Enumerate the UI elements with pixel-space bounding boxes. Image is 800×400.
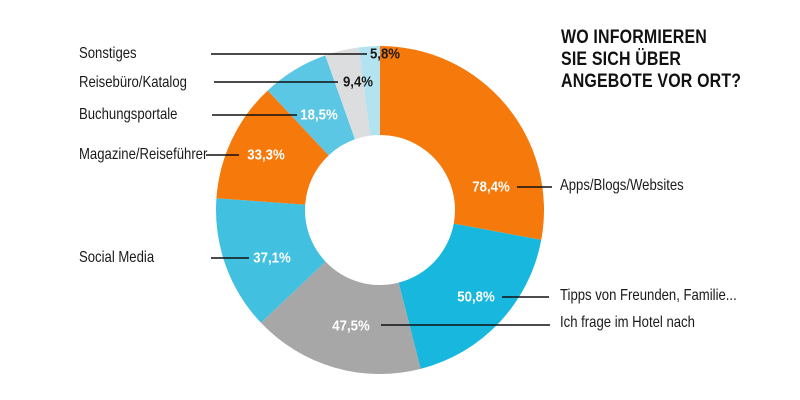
category-label-social-media: Social Media <box>79 249 155 266</box>
donut-slice-reiseb-ro-katalog <box>325 47 371 140</box>
value-label-reiseb-ro-katalog: 9,4% <box>342 73 374 91</box>
chart-title: WO INFORMIEREN SIE SICH ÜBER ANGEBOTE VO… <box>561 27 741 93</box>
category-label-ich-frage-im-hotel: Ich frage im Hotel nach <box>560 314 695 331</box>
donut-slice-sonstiges <box>358 46 380 136</box>
value-label-apps-blogs-websites: 78,4% <box>472 178 510 196</box>
chart-title-line-1: WO INFORMIEREN <box>561 27 707 48</box>
value-label-magazine-reisef-hrer: 33,3% <box>247 146 285 164</box>
donut-slice-apps-blogs-websites <box>380 46 545 240</box>
category-label-buchungsportale: Buchungsportale <box>79 106 178 123</box>
category-label-reisebuero-katalog: Reisebüro/Katalog <box>79 74 187 91</box>
donut-slice-social-media <box>215 198 326 323</box>
chart-title-line-3: ANGEBOTE VOR ORT? <box>561 71 742 92</box>
donut-slice-buchungsportale <box>267 55 355 156</box>
donut-slice-ich-frage-im-hotel-nach <box>260 261 421 375</box>
value-label-ich-frage-im-hotel-nach: 47,5% <box>332 317 370 335</box>
leader-lines <box>206 53 552 326</box>
category-label-magazine-reisefuehrer: Magazine/Reiseführer <box>79 146 208 163</box>
value-label-buchungsportale: 18,5% <box>300 106 338 124</box>
value-label-tipps-von-freunden-familie: 50,8% <box>457 288 495 306</box>
donut-slice-magazine-reisef-hrer <box>216 90 329 205</box>
category-label-tipps-von-freunden: Tipps von Freunden, Familie... <box>560 287 737 304</box>
value-label-sonstiges: 5,8% <box>369 45 401 63</box>
donut-slices <box>215 46 545 375</box>
value-label-social-media: 37,1% <box>253 249 291 267</box>
donut-slice-tipps-von-freunden-familie <box>398 223 542 369</box>
category-label-sonstiges: Sonstiges <box>79 45 137 62</box>
category-label-apps-blogs-websites: Apps/Blogs/Websites <box>560 177 684 194</box>
chart-title-line-2: SIE SICH ÜBER <box>561 49 682 70</box>
